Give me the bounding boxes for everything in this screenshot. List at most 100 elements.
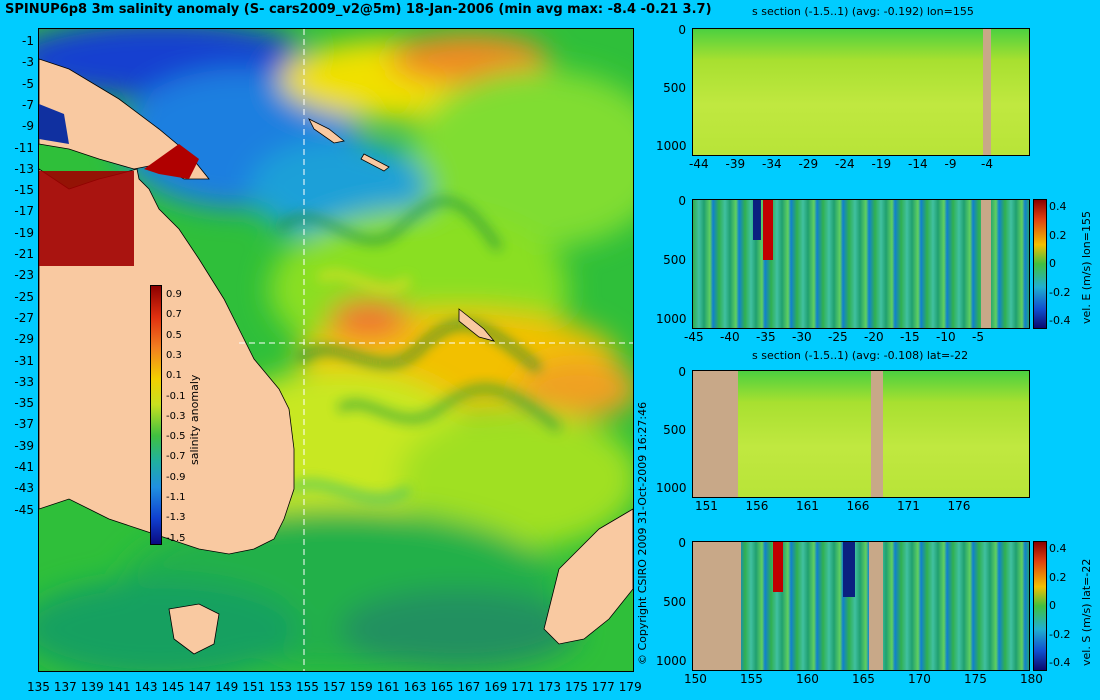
section-y-tick: 0 xyxy=(678,536,686,550)
section-x-tick: -14 xyxy=(908,157,928,171)
section-y-tick: 500 xyxy=(663,81,686,95)
velocity-min-patch xyxy=(753,200,761,240)
section-x-tick: 156 xyxy=(745,499,769,513)
section-plot-1[interactable] xyxy=(692,28,1030,156)
copyright-text: © Copyright CSIRO 2009 31-Oct-2009 16:27… xyxy=(636,401,649,665)
section-x-tick: -15 xyxy=(900,330,920,344)
map-lon-tick-label: 159 xyxy=(349,680,373,694)
map-lat-tick-label: -1 xyxy=(22,34,34,48)
section-x-tick: 175 xyxy=(964,672,987,686)
map-lat-tick-label: -41 xyxy=(14,460,34,474)
map-lat-tick-label: -45 xyxy=(14,502,34,517)
map-colorbar-tick: 0.3 xyxy=(166,349,182,361)
section-colorbar-tick: 0 xyxy=(1049,257,1056,270)
section-x-tick: 151 xyxy=(695,499,718,513)
map-colorbar xyxy=(150,285,162,545)
section-x-tick: -35 xyxy=(756,330,776,344)
map-lon-tick-label: 145 xyxy=(161,680,185,694)
section-x-tick: -19 xyxy=(871,157,892,171)
section-colorbar xyxy=(1033,541,1047,671)
section-x-tick: -24 xyxy=(835,157,855,171)
map-lat-tick-label: -3 xyxy=(22,55,34,70)
map-lon-tick-label: 155 xyxy=(296,680,319,694)
map-lat-tick-label: -27 xyxy=(14,310,34,325)
map-colorbar-tick: -1.1 xyxy=(166,492,186,503)
map-lat-tick-label: -17 xyxy=(14,204,34,219)
map-lat-tick-label: -13 xyxy=(14,161,34,176)
section-x-tick: -39 xyxy=(725,157,746,171)
map-colorbar-tick: -0.1 xyxy=(166,390,186,402)
section-y-tick: 1000 xyxy=(656,312,687,326)
section-x-tick: -10 xyxy=(936,330,956,344)
section-x-tick: 180 xyxy=(1020,672,1043,686)
section-y-tick: 0 xyxy=(678,23,686,37)
map-lat-tick-label: -43 xyxy=(14,481,34,496)
new-caledonia-land xyxy=(458,308,496,342)
map-lon-tick-label: 179 xyxy=(618,680,642,694)
section-plot-3[interactable] xyxy=(692,370,1030,498)
map-colorbar-tick: -0.7 xyxy=(166,451,186,463)
map-lat-tick-label: -23 xyxy=(14,268,34,283)
section-x-tick: -29 xyxy=(798,157,819,171)
tasmania-land xyxy=(168,603,220,655)
map-lon-tick-label: 143 xyxy=(134,680,158,694)
section-colorbar-tick: 0.4 xyxy=(1049,200,1067,213)
map-lon-tick-label: 137 xyxy=(53,680,77,694)
map-lat-tick-label: -29 xyxy=(14,332,34,347)
section-x-tick: 160 xyxy=(796,672,819,686)
section-y-tick: 0 xyxy=(678,194,686,208)
section-x-tick: -5 xyxy=(972,330,984,344)
section-x-tick: 170 xyxy=(908,672,931,686)
section-colorbar-tick: -0.4 xyxy=(1049,656,1071,669)
map-colorbar-tick: 0.1 xyxy=(166,370,182,382)
map-lat-tick-label: -39 xyxy=(14,438,34,453)
section-colorbar-tick: -0.2 xyxy=(1049,285,1071,299)
map-colorbar-label: salinity anomaly xyxy=(188,374,201,465)
section-colorbar-tick: 0.4 xyxy=(1049,542,1067,555)
section-x-tick: -40 xyxy=(720,330,740,344)
map-lat-tick-label: -19 xyxy=(14,225,34,240)
section-x-tick: -34 xyxy=(762,157,782,171)
section-land-strip xyxy=(983,29,991,155)
section-colorbar-tick: -0.4 xyxy=(1049,314,1071,327)
map-lon-tick-label: 167 xyxy=(457,680,481,694)
map-lon-tick-label: 169 xyxy=(484,680,508,694)
map-colorbar-tick: 0.5 xyxy=(166,329,182,341)
map-colorbar-tick: -1.5 xyxy=(166,532,186,544)
section-x-tick: 171 xyxy=(897,499,920,513)
velocity-min-patch xyxy=(843,542,855,597)
map-colorbar-tick: -0.9 xyxy=(166,471,186,483)
section-x-tick: -30 xyxy=(792,330,812,344)
section-x-tick: -20 xyxy=(864,330,884,344)
section-x-tick: 166 xyxy=(846,499,870,513)
section-x-tick: 161 xyxy=(796,499,819,513)
gulf-high-anomaly xyxy=(39,171,134,266)
section-plot-2[interactable] xyxy=(692,199,1030,329)
map-lat-tick-label: -7 xyxy=(22,97,34,112)
map-lon-tick-label: 147 xyxy=(188,680,212,694)
section-x-tick: -45 xyxy=(684,330,704,344)
section-x-tick: -25 xyxy=(828,330,848,344)
map-lon-tick-label: 173 xyxy=(538,680,561,694)
section-plot-4[interactable] xyxy=(692,541,1030,671)
map-lon-tick-label: 141 xyxy=(107,680,131,694)
section-x-tick: 155 xyxy=(740,672,763,686)
map-lat-tick-label: -5 xyxy=(22,76,34,91)
map-plot[interactable] xyxy=(38,28,634,672)
section-x-tick: -4 xyxy=(981,157,993,171)
velocity-max-patch xyxy=(763,200,773,260)
map-lon-tick-label: 157 xyxy=(322,680,346,694)
section-colorbar-label: vel. E (m/s) lon=155 xyxy=(1080,211,1093,324)
section-title: s section (-1.5..1) (avg: -0.108) lat=-2… xyxy=(752,349,969,362)
section-land-block xyxy=(693,542,741,670)
map-lat-tick-label: -9 xyxy=(22,119,34,134)
map-lon-tick-label: 175 xyxy=(565,680,588,694)
map-lat-tick-label: -21 xyxy=(14,247,34,261)
map-colorbar-tick: -0.3 xyxy=(166,410,186,422)
map-lon-tick-label: 135 xyxy=(27,680,50,694)
section-y-tick: 500 xyxy=(663,253,686,267)
map-lon-tick-label: 161 xyxy=(376,680,400,694)
section-y-tick: 500 xyxy=(663,423,686,437)
map-lat-tick-label: -15 xyxy=(14,183,34,198)
section-colorbar-tick: 0 xyxy=(1049,599,1056,612)
